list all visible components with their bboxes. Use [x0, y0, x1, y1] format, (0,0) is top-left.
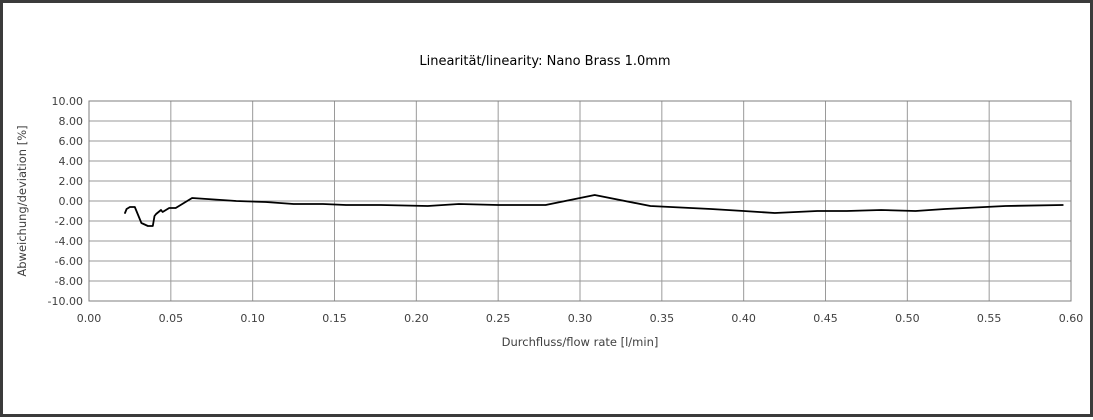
series-group: [124, 194, 1064, 227]
x-tick-label: 0.45: [813, 312, 838, 325]
y-tick-label: 4.00: [59, 155, 84, 168]
y-tick-label: 10.00: [52, 95, 84, 108]
plot-area: [88, 100, 1072, 302]
x-tick-label: 0.05: [159, 312, 184, 325]
y-tick-label: 6.00: [59, 135, 84, 148]
y-axis-ticks: 10.00 8.00 6.00 4.00 2.00 0.00 -2.00 -4.00 -6.00…: [48, 95, 83, 308]
series-line: [124, 194, 1064, 227]
x-tick-label: 0.15: [322, 312, 347, 325]
y-tick-label: -4.00: [55, 235, 83, 248]
y-tick-label: 0.00: [59, 195, 84, 208]
chart-svg: Linearität/linearity: Nano Brass 1.0mm 1…: [15, 54, 1084, 349]
x-tick-label: 0.40: [731, 312, 756, 325]
y-tick-label: -2.00: [55, 215, 83, 228]
x-tick-label: 0.50: [895, 312, 920, 325]
chart-title: Linearität/linearity: Nano Brass 1.0mm: [419, 54, 670, 69]
x-tick-label: 0.25: [486, 312, 511, 325]
y-tick-label: 2.00: [59, 175, 84, 188]
y-tick-label: 8.00: [59, 115, 84, 128]
x-tick-label: 0.60: [1059, 312, 1084, 325]
x-axis-ticks: 0.00 0.05 0.10 0.15 0.20 0.25 0.30 0.35 0.40 0.45…: [77, 312, 1084, 325]
y-tick-label: -10.00: [48, 295, 83, 308]
x-tick-label: 0.10: [240, 312, 265, 325]
x-tick-label: 0.55: [977, 312, 1002, 325]
y-axis-title: Abweichung/deviation [%]: [15, 125, 29, 276]
x-tick-label: 0.20: [404, 312, 429, 325]
y-tick-label: -8.00: [55, 275, 83, 288]
x-tick-label: 0.35: [650, 312, 675, 325]
x-tick-label: 0.00: [77, 312, 102, 325]
x-tick-label: 0.30: [568, 312, 593, 325]
x-axis-title: Durchfluss/flow rate [l/min]: [502, 335, 659, 349]
y-tick-label: -6.00: [55, 255, 83, 268]
